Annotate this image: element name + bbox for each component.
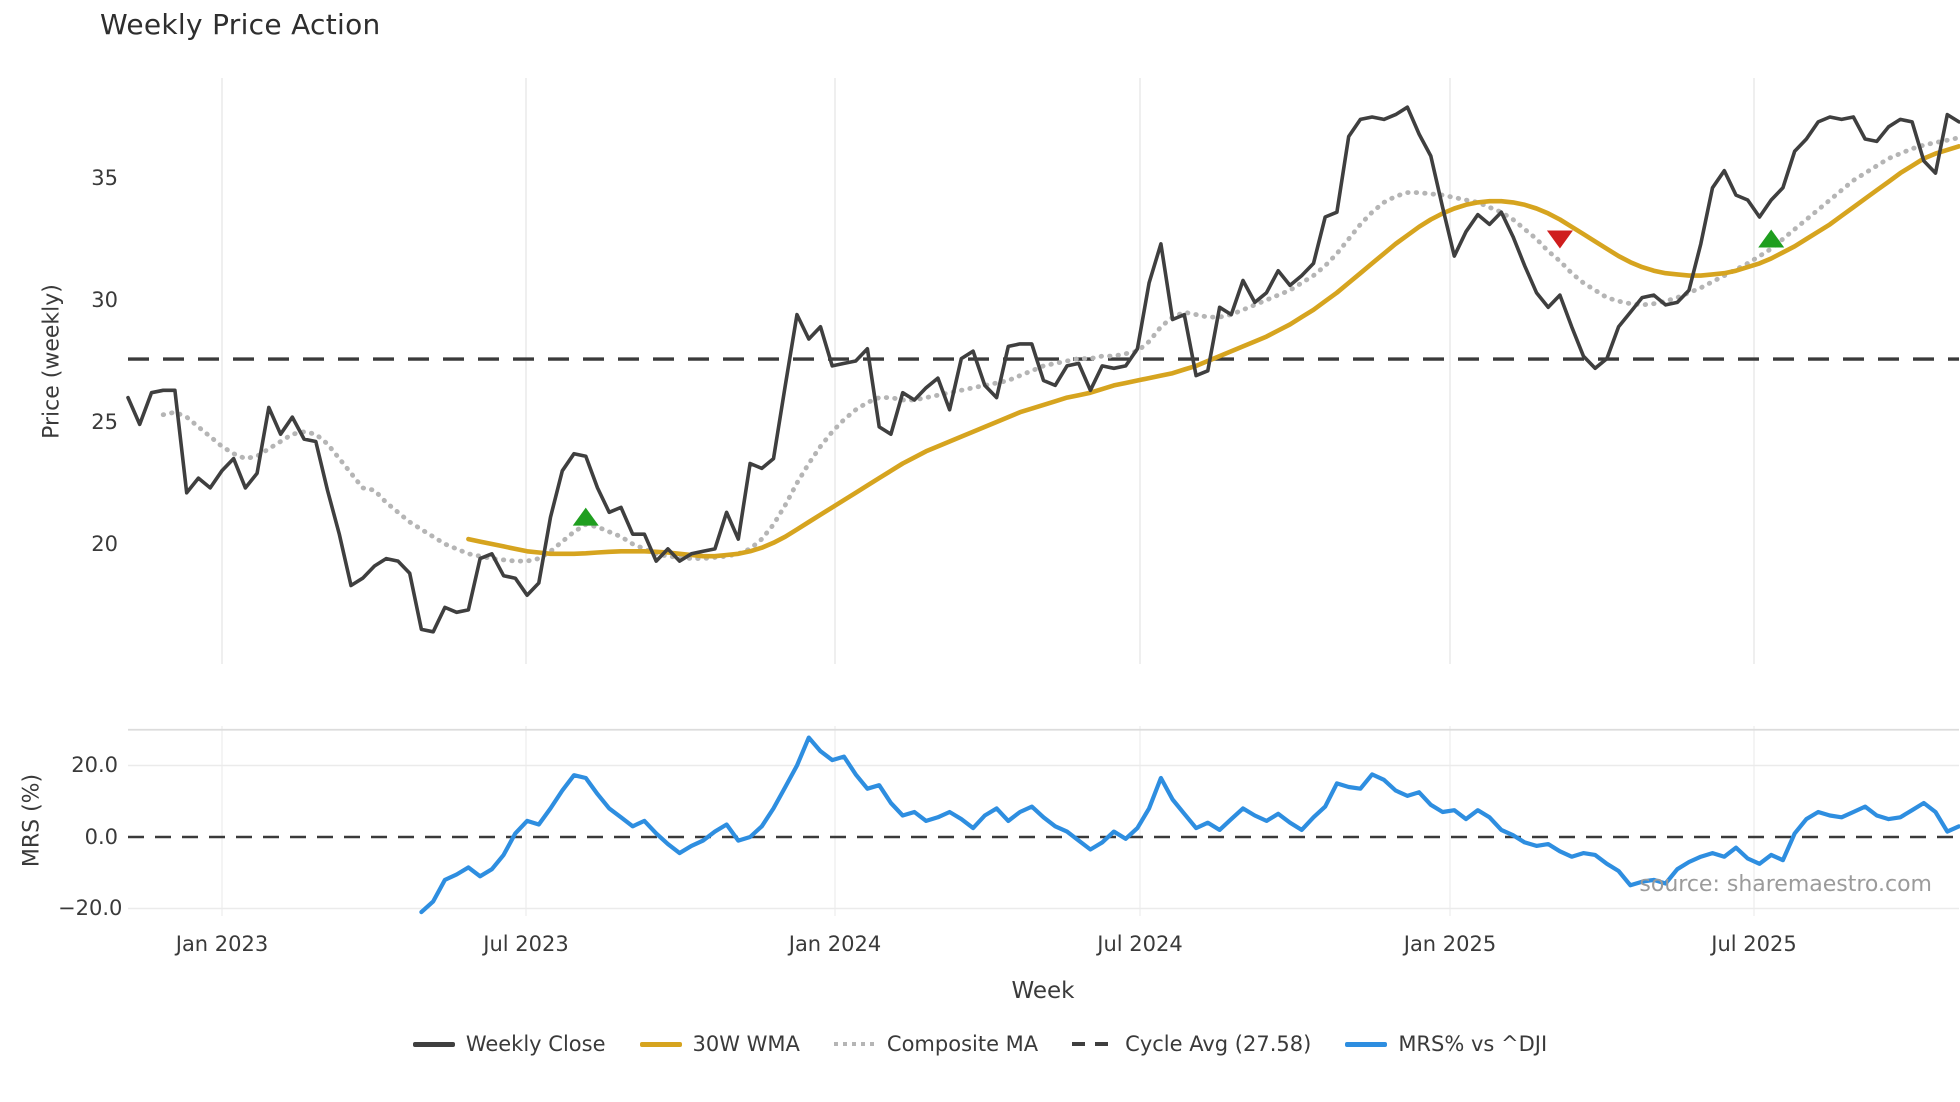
xtick-jan-2023: Jan 2023 (175, 932, 269, 956)
series-30w-wma (466, 144, 1960, 559)
cycle-avg-swatch-icon (1072, 1042, 1115, 1046)
x-axis-title: Week (1011, 978, 1075, 1004)
mrs-ytick-neg20: −20.0 (58, 896, 123, 920)
price-ytick-25: 25 (91, 410, 118, 434)
xtick-jul-2023: Jul 2023 (483, 932, 569, 956)
price-ytick-20: 20 (91, 532, 118, 556)
legend-item-composite-ma: Composite MA (833, 1032, 1039, 1056)
legend-item-weekly-close: Weekly Close (412, 1032, 606, 1056)
weekly-close-line-swatch-icon (412, 1041, 455, 1047)
source-note: source: sharemaestro.com (1639, 872, 1932, 897)
buy-signal-marker-icon (572, 507, 599, 526)
price-ytick-35: 35 (91, 166, 118, 190)
legend-item-30w-wma: 30W WMA (639, 1032, 800, 1056)
xtick-jul-2025: Jul 2025 (1711, 932, 1797, 956)
mrs-line-swatch-icon (1345, 1041, 1388, 1047)
xtick-jul-2024: Jul 2024 (1097, 932, 1183, 956)
legend-item-cycle-avg: Cycle Avg (27.58) (1072, 1032, 1311, 1056)
legend-item-mrs: MRS% vs ^DJI (1345, 1032, 1547, 1056)
sell-signal-marker-icon (1546, 230, 1573, 249)
buy-signal-marker-icon (1758, 229, 1785, 248)
series-mrs-vs-dji (419, 735, 1960, 915)
mrs-axis-title: MRS (%) (19, 773, 45, 868)
legend-label: MRS% vs ^DJI (1398, 1032, 1548, 1056)
xtick-jan-2024: Jan 2024 (788, 932, 882, 956)
composite-ma-swatch-icon (833, 1042, 876, 1046)
series-weekly-close (126, 105, 1960, 634)
price-axis-title: Price (weekly) (39, 284, 65, 439)
mrs-ytick-20: 20.0 (71, 753, 118, 777)
chart-legend: Weekly Close 30W WMA Composite MA Cycle … (0, 1032, 1960, 1056)
price-ytick-30: 30 (91, 288, 118, 312)
series-composite-ma (160, 135, 1960, 564)
mrs-ytick-0: 0.0 (84, 825, 118, 849)
legend-label: Weekly Close (465, 1032, 606, 1056)
xtick-jan-2025: Jan 2025 (1403, 932, 1497, 956)
wma-line-swatch-icon (639, 1041, 682, 1047)
chart-title: Weekly Price Action (100, 8, 381, 41)
legend-label: 30W WMA (692, 1032, 800, 1056)
legend-label: Cycle Avg (27.58) (1125, 1032, 1312, 1056)
legend-label: Composite MA (886, 1032, 1039, 1056)
